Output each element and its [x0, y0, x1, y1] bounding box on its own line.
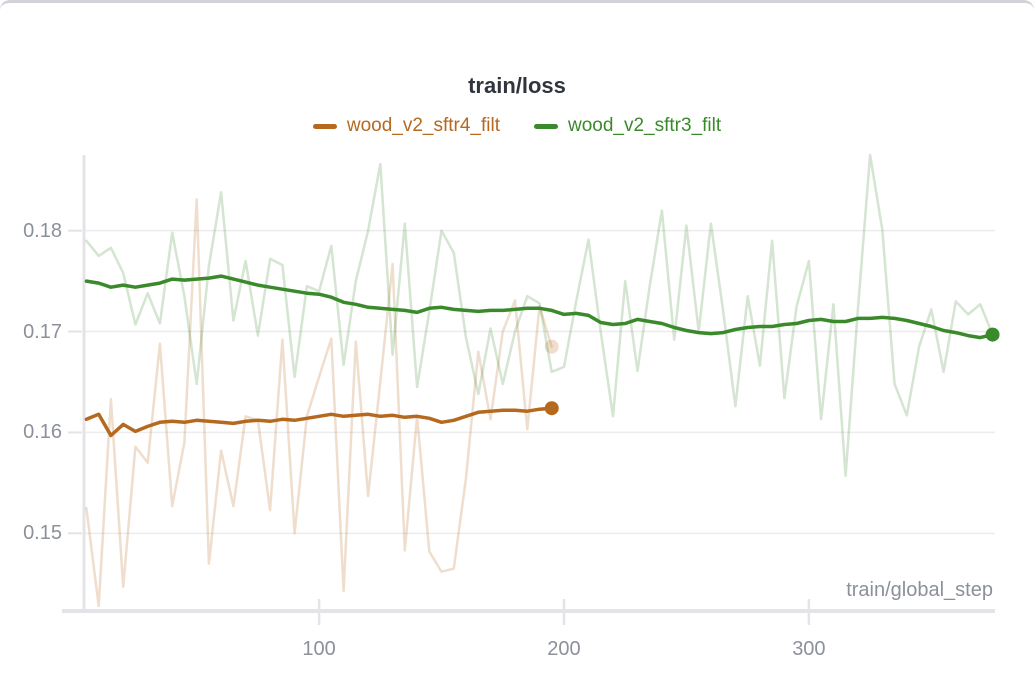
smoothed-line [84, 274, 995, 340]
legend-swatch-green-icon [534, 123, 558, 129]
y-tick-label: 0.15 [23, 522, 62, 545]
legend-label: wood_v2_sftr4_filt [346, 115, 500, 136]
legend-label: wood_v2_sftr3_filt [568, 115, 722, 136]
y-tick-label: 0.17 [23, 320, 62, 343]
raw-end-dot [544, 339, 559, 354]
plot-region[interactable]: 0.18 0.17 0.16 0.15 100 200 300 train/global_s… [0, 3, 1034, 687]
y-tick-label: 0.16 [23, 421, 62, 444]
x-tick-label: 100 [302, 638, 336, 660]
legend-item-wood-v2-sftr3-filt[interactable]: wood_v2_sftr3_filt [534, 115, 721, 137]
plot-canvas[interactable] [0, 3, 1034, 687]
raw-line [85, 198, 553, 608]
x-tick-label: 300 [792, 638, 826, 660]
y-tick-label: 0.18 [23, 219, 62, 242]
legend-swatch-orange-icon [312, 123, 337, 129]
raw-line [85, 153, 994, 478]
end-dot [985, 327, 1000, 342]
x-tick-label: 200 [547, 638, 581, 660]
end-dot [544, 401, 559, 416]
x-axis-title: train/global_step [846, 579, 993, 601]
chart-title: train/loss [468, 73, 566, 98]
smoothed-line [84, 406, 554, 438]
legend-item-wood-v2-sftr4-filt[interactable]: wood_v2_sftr4_filt [312, 115, 500, 137]
legend: wood_v2_sftr4_filt wood_v2_sftr3_filt [0, 115, 1034, 137]
